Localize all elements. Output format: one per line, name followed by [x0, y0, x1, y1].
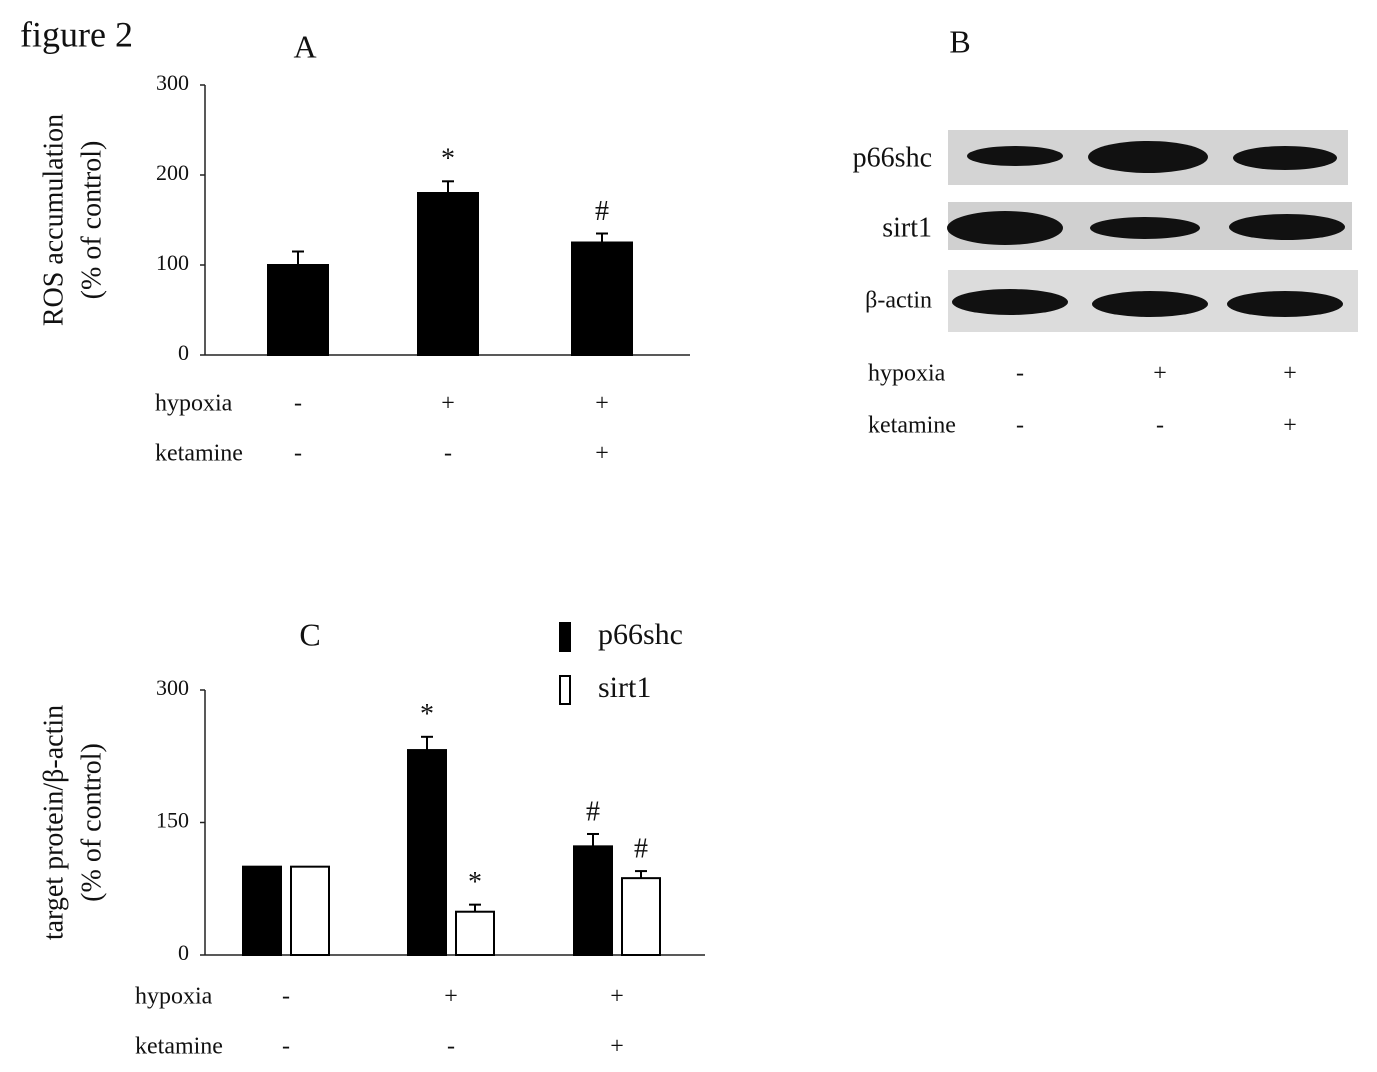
- annotation: #: [595, 196, 609, 227]
- bar: [621, 877, 661, 957]
- condition-value: -: [447, 1034, 455, 1060]
- bar: [267, 264, 329, 356]
- band: [967, 146, 1063, 166]
- error-bar: [469, 903, 481, 912]
- figure-label: figure 2: [20, 14, 133, 54]
- band: [1227, 291, 1343, 317]
- condition-value: +: [595, 441, 609, 467]
- condition-value: -: [294, 441, 302, 467]
- condition-value: -: [444, 441, 452, 467]
- y-tick-label: 300: [156, 675, 189, 700]
- chart-title: A: [293, 28, 316, 64]
- band: [1090, 217, 1200, 239]
- band: [1088, 141, 1208, 173]
- band: [1233, 146, 1337, 170]
- y-axis-title: ROS accumulation: [38, 114, 69, 326]
- bar: [407, 749, 447, 956]
- band: [1229, 214, 1345, 240]
- error-bar: [635, 870, 647, 879]
- condition-value: -: [282, 1034, 290, 1060]
- condition-value: +: [1153, 361, 1167, 387]
- annotation: *: [441, 144, 455, 175]
- blot: [947, 130, 1358, 332]
- error-bar: [587, 832, 599, 847]
- condition-value: -: [1156, 413, 1164, 439]
- annotation: #: [634, 834, 648, 865]
- error-bar: [421, 735, 433, 751]
- y-tick-label: 300: [156, 70, 189, 95]
- bar: [242, 865, 282, 957]
- y-tick-label: 200: [156, 160, 189, 185]
- error-bar: [292, 250, 304, 265]
- legend-label: p66shc: [598, 618, 683, 651]
- blot-row-label: β-actin: [865, 288, 932, 314]
- condition-value: +: [1283, 413, 1297, 439]
- annotation: #: [586, 796, 600, 827]
- band: [947, 211, 1063, 245]
- condition-name: hypoxia: [135, 984, 213, 1010]
- annotation: *: [468, 867, 482, 898]
- chart-title: C: [299, 616, 320, 652]
- y-tick-label: 0: [178, 940, 189, 965]
- y-tick-label: 150: [156, 808, 189, 833]
- bar: [290, 865, 330, 957]
- condition-name: hypoxia: [868, 361, 946, 387]
- band: [1092, 291, 1208, 317]
- annotation: *: [420, 699, 434, 730]
- condition-value: -: [294, 391, 302, 417]
- bar: [417, 192, 479, 356]
- condition-value: -: [1016, 361, 1024, 387]
- condition-value: +: [595, 391, 609, 417]
- condition-name: ketamine: [135, 1034, 223, 1060]
- legend-label: sirt1: [598, 671, 651, 704]
- condition-value: +: [441, 391, 455, 417]
- condition-value: -: [282, 984, 290, 1010]
- blot-row-label: p66shc: [853, 142, 932, 173]
- condition-name: ketamine: [155, 441, 243, 467]
- band: [952, 289, 1068, 315]
- error-bar: [596, 232, 608, 243]
- condition-name: hypoxia: [155, 391, 233, 417]
- condition-name: ketamine: [868, 413, 956, 439]
- blot-row-label: sirt1: [882, 212, 932, 243]
- y-axis-title: (% of control): [76, 743, 107, 902]
- condition-value: -: [1016, 413, 1024, 439]
- legend-swatch: [559, 675, 571, 705]
- condition-value: +: [610, 1034, 624, 1060]
- error-bar: [442, 180, 454, 193]
- y-axis-title: (% of control): [76, 141, 107, 300]
- condition-value: +: [444, 984, 458, 1010]
- y-tick-label: 0: [178, 340, 189, 365]
- y-axis-title: target protein/β-actin: [38, 705, 69, 940]
- bar: [455, 910, 495, 957]
- legend-swatch: [559, 622, 571, 652]
- condition-value: +: [1283, 361, 1297, 387]
- bar: [571, 241, 633, 356]
- condition-value: +: [610, 984, 624, 1010]
- bar: [573, 845, 613, 956]
- y-tick-label: 100: [156, 250, 189, 275]
- panel-title: B: [949, 23, 970, 59]
